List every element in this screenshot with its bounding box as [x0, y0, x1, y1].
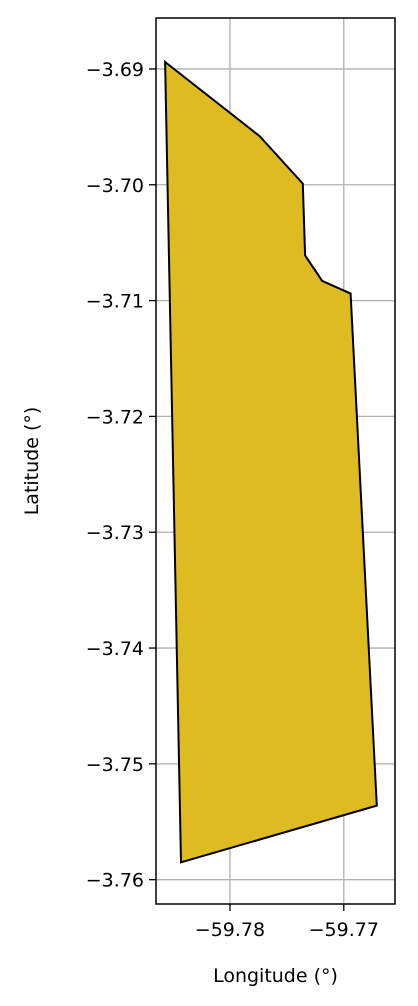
ticks: −59.78 −59.77 −3.69 −3.70 −3.71 −3.72 −3.73 −3.…: [86, 59, 379, 941]
plot-frame: [155, 17, 396, 905]
y-tick-label: −3.70: [86, 175, 144, 197]
y-axis-label: Latitude (°): [21, 407, 43, 516]
y-tick-label: −3.75: [86, 754, 144, 776]
x-tick-label: −59.77: [309, 919, 379, 941]
y-tick-label: −3.71: [86, 291, 144, 313]
x-tick-label: −59.78: [195, 919, 265, 941]
y-tick-label: −3.72: [86, 406, 144, 428]
y-tick-label: −3.69: [86, 59, 144, 81]
y-tick-label: −3.76: [86, 870, 144, 892]
x-axis-label: Longitude (°): [213, 965, 338, 987]
region-polygon: [164, 59, 378, 864]
y-tick-label: −3.74: [86, 638, 144, 660]
polygon-layer: [164, 59, 378, 864]
y-tick-label: −3.73: [86, 522, 144, 544]
